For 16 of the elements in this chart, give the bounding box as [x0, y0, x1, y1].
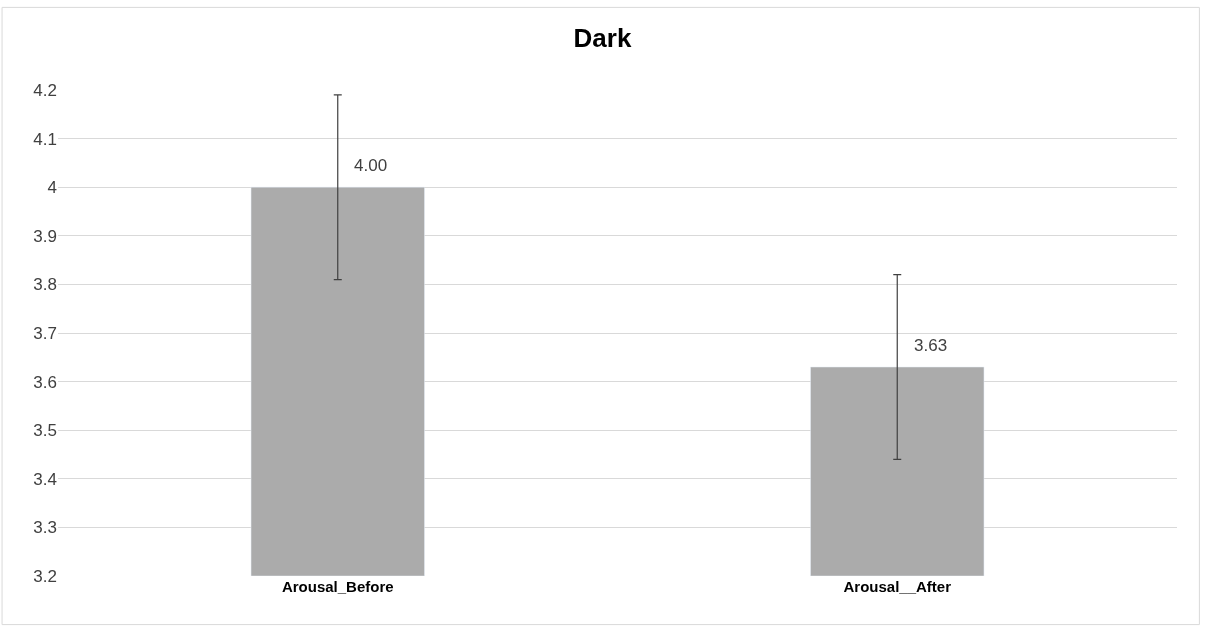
- y-tick-label: 3.4: [33, 469, 57, 489]
- y-tick-label: 3.6: [33, 372, 57, 392]
- data-label: 3.63: [914, 336, 948, 355]
- y-tick-label: 3.5: [33, 421, 57, 441]
- x-tick-label: Arousal__After: [843, 578, 952, 595]
- y-tick-label: 4: [47, 178, 57, 198]
- chart-title: Dark: [573, 22, 632, 53]
- data-label: 4.00: [354, 156, 388, 175]
- x-tick-label: Arousal_Before: [281, 578, 394, 595]
- y-tick-label: 4.1: [33, 129, 57, 149]
- y-tick-label: 3.3: [33, 518, 57, 538]
- y-tick-label: 4.2: [33, 80, 57, 100]
- y-tick-label: 3.7: [33, 323, 57, 343]
- y-tick-label: 3.2: [33, 566, 57, 586]
- y-tick-label: 3.9: [33, 226, 57, 246]
- y-tick-label: 3.8: [33, 275, 57, 295]
